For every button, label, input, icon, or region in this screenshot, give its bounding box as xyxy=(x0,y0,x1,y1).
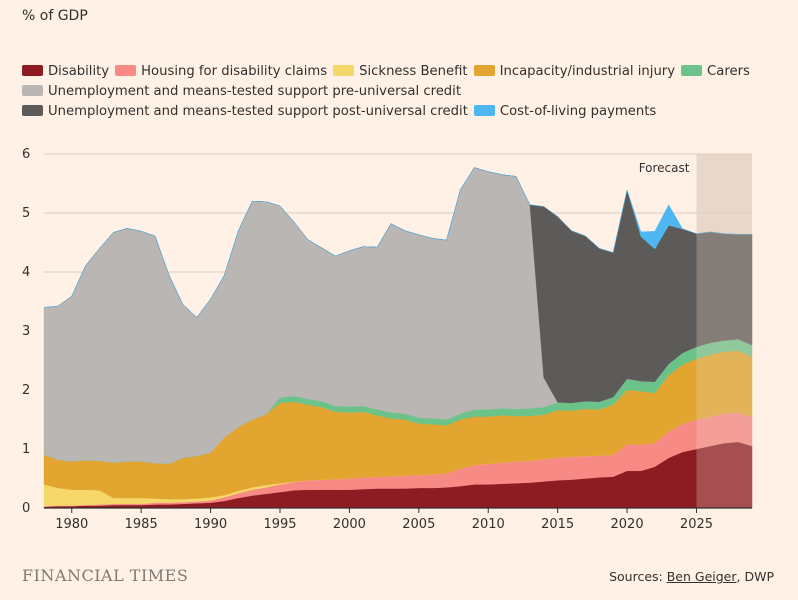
x-tick-label: 2010 xyxy=(472,517,505,532)
x-tick-label: 2015 xyxy=(541,517,574,532)
financial-times-logo: FINANCIAL TIMES xyxy=(22,566,189,585)
legend-swatch xyxy=(333,65,355,76)
legend-swatch xyxy=(22,105,43,116)
x-tick-label: 1985 xyxy=(125,517,158,532)
source-suffix: , DWP xyxy=(736,569,774,584)
y-tick-label: 6 xyxy=(22,147,30,162)
y-axis-unit-label: % of GDP xyxy=(22,8,88,24)
legend-item-housing-for-disability-claims: Housing for disability claims xyxy=(115,62,327,82)
legend-item-unemployment-and-means-tested-support-pre-universal-credit: Unemployment and means-tested support pr… xyxy=(22,82,461,102)
x-tick-label: 2000 xyxy=(333,517,366,532)
legend-label: Unemployment and means-tested support pr… xyxy=(48,84,462,99)
y-tick-label: 4 xyxy=(22,265,30,280)
source-note: Sources: Ben Geiger, DWP xyxy=(609,569,774,584)
forecast-overlay xyxy=(696,154,752,508)
x-tick-label: 2020 xyxy=(611,517,644,532)
legend-swatch xyxy=(473,65,495,76)
legend-swatch xyxy=(473,105,495,116)
legend-label: Housing for disability claims xyxy=(141,64,328,79)
y-tick-label: 0 xyxy=(22,501,30,516)
forecast-label: Forecast xyxy=(639,161,690,175)
y-tick-label: 5 xyxy=(22,206,30,221)
x-tick-label: 1995 xyxy=(263,517,296,532)
legend-swatch xyxy=(115,65,137,76)
legend-item-unemployment-and-means-tested-support-post-universal-credit: Unemployment and means-tested support po… xyxy=(22,102,468,122)
y-tick-label: 1 xyxy=(22,442,30,457)
legend-item-incapacity-industrial-injury: Incapacity/industrial injury xyxy=(473,62,676,82)
legend-item-cost-of-living-payments: Cost-of-living payments xyxy=(473,102,657,122)
area-series-cost-of-living-payments xyxy=(43,167,753,318)
x-tick-label: 2005 xyxy=(402,517,435,532)
legend-swatch xyxy=(22,85,43,96)
x-tick-label: 2025 xyxy=(680,517,713,532)
chart-legend: Disability Housing for disability claims S… xyxy=(22,62,792,122)
y-tick-label: 3 xyxy=(22,324,30,339)
y-tick-label: 2 xyxy=(22,383,30,398)
x-tick-label: 1980 xyxy=(55,517,88,532)
source-link-ben-geiger[interactable]: Ben Geiger xyxy=(666,569,737,584)
legend-label: Sickness Benefit xyxy=(359,64,468,79)
legend-swatch xyxy=(681,65,703,76)
legend-item-disability: Disability xyxy=(22,62,109,82)
source-prefix: Sources: xyxy=(609,569,667,584)
legend-item-sickness-benefit: Sickness Benefit xyxy=(333,62,468,82)
legend-label: Incapacity/industrial injury xyxy=(499,64,676,79)
legend-label: Cost-of-living payments xyxy=(499,104,657,119)
legend-label: Carers xyxy=(707,64,750,79)
legend-label: Unemployment and means-tested support po… xyxy=(48,104,468,119)
legend-label: Disability xyxy=(48,64,110,79)
x-tick-label: 1990 xyxy=(194,517,227,532)
legend-swatch xyxy=(22,65,43,76)
legend-item-carers: Carers xyxy=(681,62,750,82)
